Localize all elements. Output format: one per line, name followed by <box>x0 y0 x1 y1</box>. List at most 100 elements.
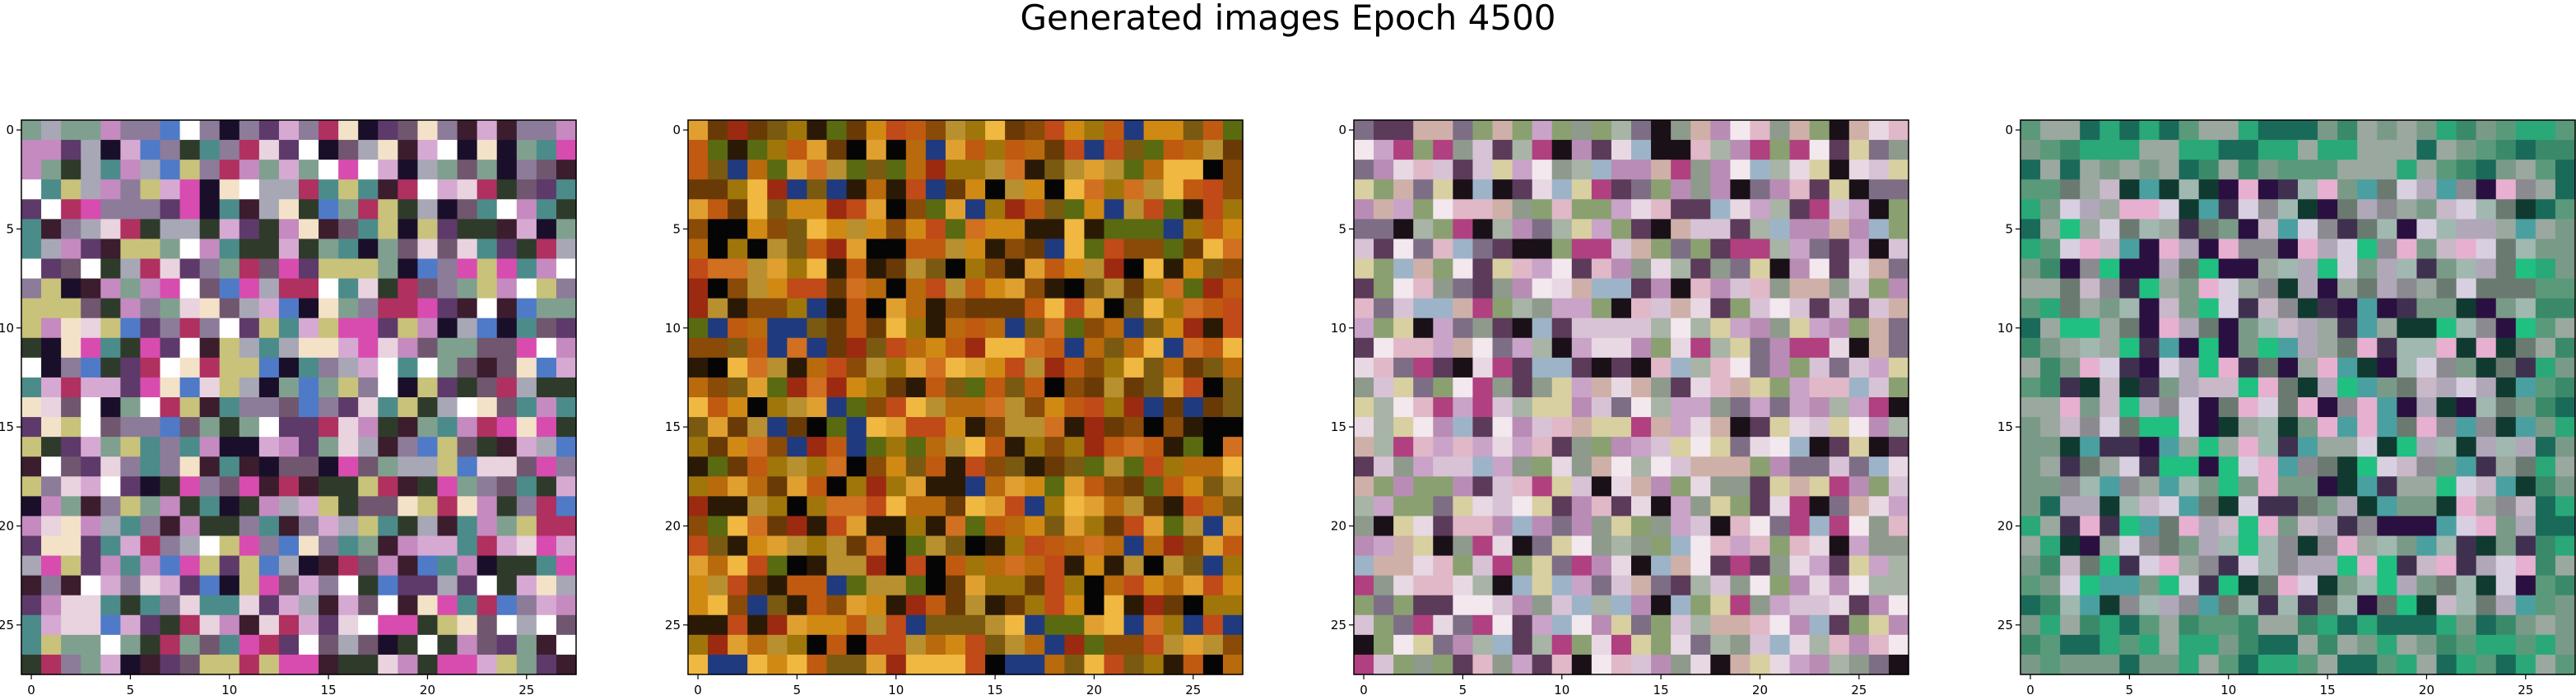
image-cell <box>417 179 439 200</box>
image-cell <box>1551 357 1573 378</box>
image-cell <box>556 258 577 280</box>
image-cell <box>866 160 887 180</box>
image-cell <box>140 496 161 517</box>
image-cell <box>61 219 81 240</box>
image-cell <box>2198 476 2220 497</box>
image-cell <box>1084 614 1105 636</box>
image-cell <box>1413 140 1434 160</box>
image-cell <box>2555 239 2576 260</box>
x-tick-label: 15 <box>988 683 1003 695</box>
image-cell <box>826 634 848 656</box>
image-cell <box>1532 456 1553 477</box>
image-cell <box>1671 437 1691 457</box>
image-cell <box>1710 357 1731 378</box>
image-cell <box>1651 120 1672 141</box>
image-cell <box>179 417 201 438</box>
image-cell <box>1163 160 1184 180</box>
image-cell <box>1143 337 1165 359</box>
image-cell <box>985 476 1006 497</box>
image-cell <box>496 397 518 418</box>
image-cell <box>1104 634 1125 656</box>
image-cell <box>2337 140 2358 160</box>
image-cell <box>905 654 927 675</box>
image-cell <box>1123 140 1145 160</box>
image-cell <box>496 298 518 319</box>
image-cell <box>160 496 181 517</box>
image-cell <box>2238 555 2259 577</box>
image-cell <box>826 456 848 477</box>
image-cell <box>41 634 62 656</box>
image-cell <box>21 140 42 160</box>
image-cell <box>1084 575 1105 596</box>
image-cell <box>516 337 537 359</box>
image-cell <box>1374 258 1394 280</box>
image-cell <box>1671 575 1691 596</box>
image-cell <box>2416 476 2438 497</box>
image-cell <box>708 357 728 378</box>
image-cell <box>2040 298 2061 319</box>
image-cell <box>1789 377 1811 398</box>
image-cell <box>787 397 808 418</box>
image-cell <box>1809 555 1830 577</box>
image-cell <box>278 239 300 260</box>
image-cell <box>2080 278 2100 299</box>
image-cell <box>417 555 439 577</box>
image-cell <box>1143 555 1165 577</box>
image-cell <box>556 397 577 418</box>
image-cell <box>886 199 907 220</box>
image-cell <box>1025 258 1045 280</box>
image-cell <box>1492 160 1514 180</box>
image-cell <box>1123 337 1145 359</box>
image-cell <box>807 120 828 141</box>
image-cell <box>2436 357 2457 378</box>
image-cell <box>2178 575 2200 596</box>
image-cell <box>457 199 478 220</box>
image-cell <box>2298 397 2318 418</box>
image-cell <box>747 377 768 398</box>
image-cell <box>1393 357 1414 378</box>
image-cell <box>1631 199 1652 220</box>
image-cell <box>2456 199 2477 220</box>
image-cell <box>338 456 359 477</box>
image-cell <box>1005 516 1025 537</box>
image-cell <box>1393 496 1414 517</box>
image-cell <box>1829 377 1850 398</box>
image-cell <box>1848 357 1870 378</box>
image-cell <box>21 219 42 240</box>
image-cell <box>1769 496 1791 517</box>
image-cell <box>1710 140 1731 160</box>
y-tick-label: 5 <box>2005 221 2013 236</box>
image-cell <box>21 258 42 280</box>
image-cell <box>1551 199 1573 220</box>
image-cell <box>556 555 577 577</box>
image-cell <box>1809 614 1830 636</box>
image-cell <box>965 377 986 398</box>
image-cell <box>826 496 848 517</box>
image-cell <box>1809 219 1830 240</box>
y-tick-label: 0 <box>2005 123 2013 137</box>
image-cell <box>1868 634 1890 656</box>
image-cell <box>1104 614 1125 636</box>
image-cell <box>398 357 419 378</box>
image-cell <box>1651 535 1672 557</box>
image-cell <box>905 357 927 378</box>
image-cell <box>1730 317 1751 339</box>
image-cell <box>2080 614 2100 636</box>
image-cell <box>1571 258 1593 280</box>
image-cell <box>2178 219 2200 240</box>
image-cell <box>100 555 121 577</box>
image-cell <box>1551 179 1573 200</box>
image-cell <box>826 417 848 438</box>
image-cell <box>1163 476 1184 497</box>
image-cell <box>2337 160 2358 180</box>
image-cell <box>179 614 201 636</box>
image-cell <box>767 337 788 359</box>
image-cell <box>239 456 260 477</box>
image-cell <box>1532 160 1553 180</box>
image-cell <box>826 120 848 141</box>
image-cell <box>826 575 848 596</box>
image-cell <box>1750 357 1771 378</box>
image-cell <box>866 199 887 220</box>
image-cell <box>1123 317 1145 339</box>
